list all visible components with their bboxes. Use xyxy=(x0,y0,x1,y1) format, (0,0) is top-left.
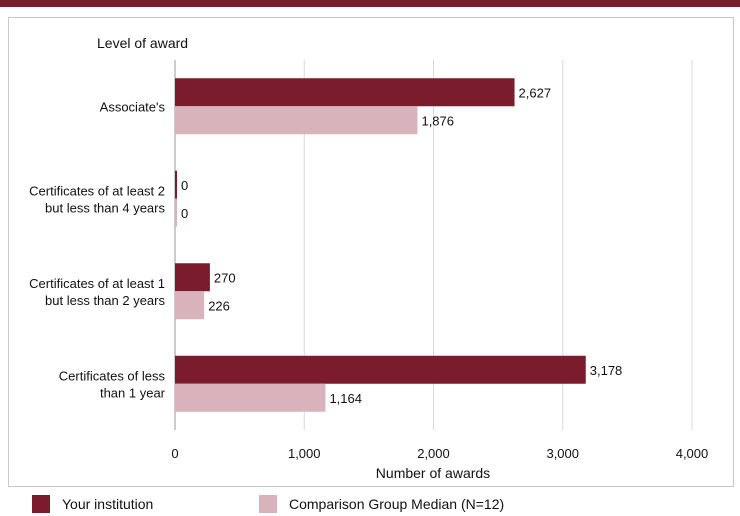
y-axis-title: Level of award xyxy=(97,35,188,51)
legend: Your institution Comparison Group Median… xyxy=(0,490,740,516)
x-tick-label: 2,000 xyxy=(417,446,450,461)
data-label: 1,164 xyxy=(329,391,362,406)
x-tick-label: 4,000 xyxy=(676,446,709,461)
category-labels: Associate's Certificates of at least 2 but… xyxy=(29,99,166,400)
bar-comparison-median xyxy=(175,383,326,412)
legend-swatch-your-institution xyxy=(32,495,50,513)
chart-panel: Level of award Number of awards 2,627 1,8… xyxy=(8,17,734,487)
bar-comparison-median xyxy=(175,291,205,320)
bar-chart: Level of award Number of awards 2,627 1,8… xyxy=(29,35,708,481)
category-label: Associate's xyxy=(100,99,166,114)
bars xyxy=(175,78,586,412)
legend-label-comparison-median: Comparison Group Median (N=12) xyxy=(289,496,505,512)
category-label: Certificates of at least 1 but less than … xyxy=(29,276,165,308)
x-tick-labels: 0 1,000 2,000 3,000 4,000 xyxy=(171,446,708,461)
data-label: 2,627 xyxy=(519,85,552,100)
legend-swatch-comparison-median xyxy=(259,495,277,513)
data-labels: 2,627 1,876 0 0 270 226 3,178 1,164 xyxy=(181,85,622,406)
data-label: 1,876 xyxy=(421,113,454,128)
bar-your-institution xyxy=(175,355,586,384)
legend-item-comparison-median: Comparison Group Median (N=12) xyxy=(259,495,504,513)
data-label: 270 xyxy=(214,270,236,285)
bar-your-institution xyxy=(175,78,515,107)
legend-label-your-institution: Your institution xyxy=(62,496,154,512)
data-label: 226 xyxy=(208,298,230,313)
bar-your-institution xyxy=(175,263,210,292)
x-tick-label: 0 xyxy=(171,446,178,461)
legend-item-your-institution: Your institution xyxy=(32,495,153,513)
bar-comparison-median xyxy=(175,106,418,135)
x-axis-title: Number of awards xyxy=(376,465,490,481)
bar-your-institution xyxy=(175,170,177,199)
data-label: 0 xyxy=(181,206,188,221)
category-label: Certificates of less than 1 year xyxy=(59,368,166,400)
x-tick-label: 1,000 xyxy=(288,446,321,461)
data-label: 3,178 xyxy=(590,363,623,378)
data-label: 0 xyxy=(181,178,188,193)
top-rule xyxy=(0,0,740,7)
x-tick-label: 3,000 xyxy=(546,446,579,461)
bar-comparison-median xyxy=(175,198,177,227)
category-label: Certificates of at least 2 but less than … xyxy=(29,183,165,215)
